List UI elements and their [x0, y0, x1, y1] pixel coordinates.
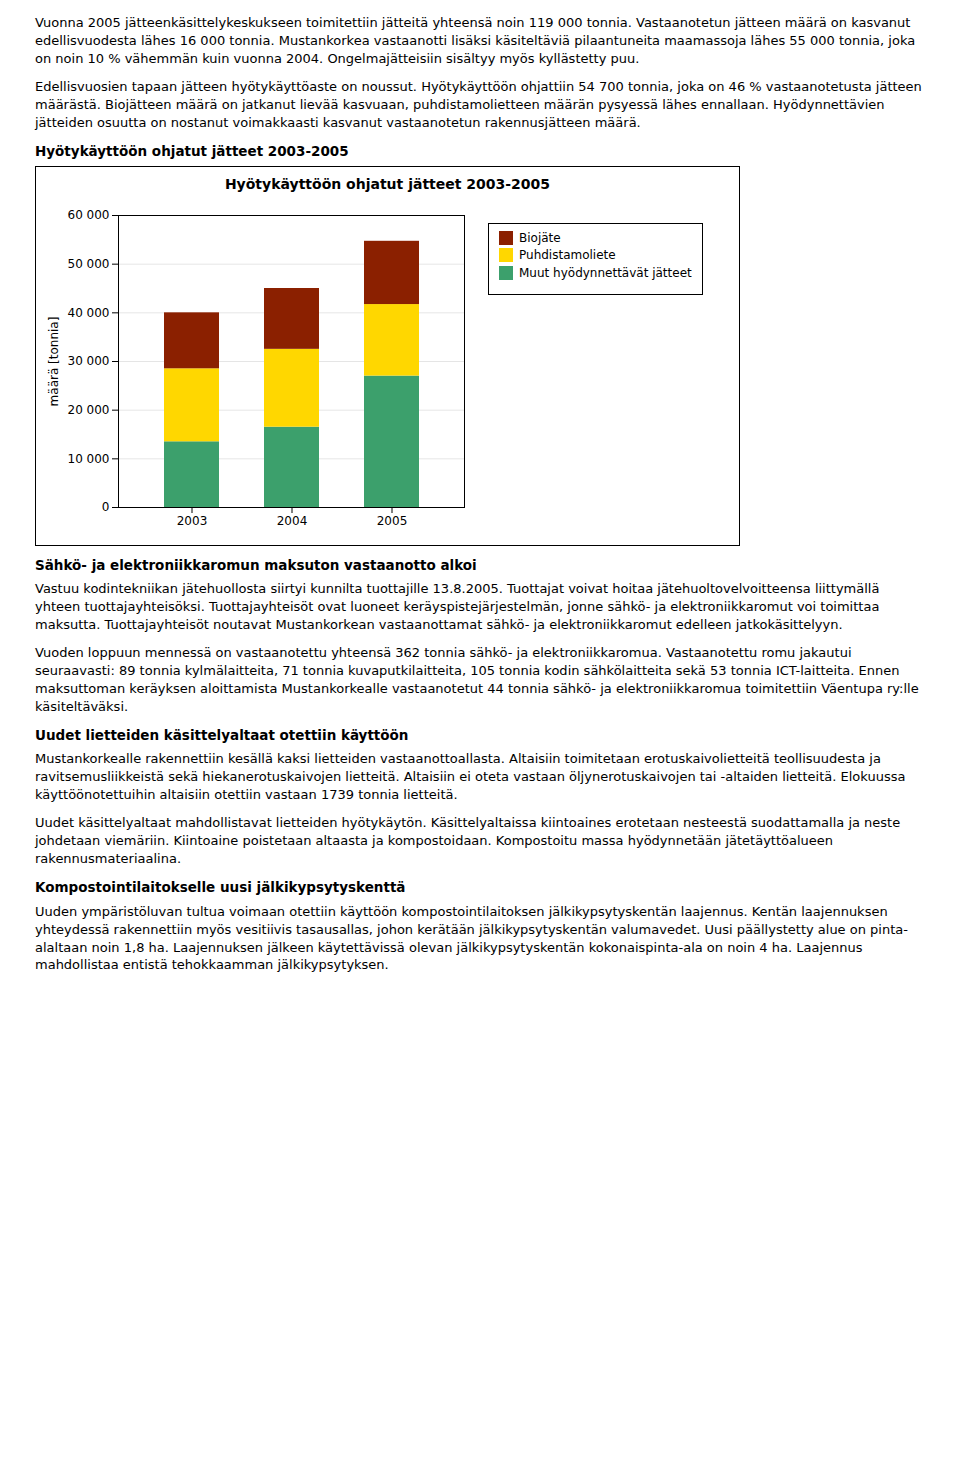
html-text:Vastuu kodintekniikan jätehuol: Vastuu kodintekniikan jätehuollosta siir… — [35, 581, 880, 633]
svg-text:2004: 2004 — [277, 514, 308, 528]
svg-text:0: 0 — [102, 500, 110, 514]
svg-text:40 000: 40 000 — [68, 305, 110, 319]
svg-text:10 000: 10 000 — [68, 451, 110, 465]
svg-text:50 000: 50 000 — [68, 257, 110, 271]
html-text:Hyötykäyttöön ohjatut jätteet: Hyötykäyttöön ohjatut jätteet 2003-2005 — [35, 142, 349, 159]
html-text:Uudet käsittelyaltaat mahdolli: Uudet käsittelyaltaat mahdollistavat lie… — [35, 815, 901, 867]
html-text:Uudet lietteiden käsittelyalta: Uudet lietteiden käsittelyaltaat otettii… — [35, 726, 409, 743]
html-text:Biojäte: Biojäte — [519, 230, 561, 245]
html-text:Uuden ympäristöluvan tultua vo: Uuden ympäristöluvan tultua voimaan otet… — [35, 903, 908, 973]
html-text:Sähkö- ja elektroniikkaromun m: Sähkö- ja elektroniikkaromun maksuton va… — [35, 556, 477, 573]
svg-text:30 000: 30 000 — [68, 354, 110, 368]
html-text:Muut hyödynnettävät jätteet: Muut hyödynnettävät jätteet — [519, 265, 692, 280]
html-text:Edellisvuosien tapaan jätteen: Edellisvuosien tapaan jätteen hyötykäytt… — [35, 78, 922, 130]
svg-text:20 000: 20 000 — [68, 403, 110, 417]
svg-text:määrä [tonnia]: määrä [tonnia] — [47, 316, 61, 406]
svg-text:60 000: 60 000 — [68, 208, 110, 222]
html-text:Puhdistamoliete: Puhdistamoliete — [519, 248, 616, 263]
html-text:Kompostointilaitokselle uusi j: Kompostointilaitokselle uusi jälkikypsyt… — [35, 879, 406, 895]
html-text:Mustankorkealle rakennettiin k: Mustankorkealle rakennettiin kesällä kak… — [35, 751, 906, 803]
html-text:Hyötykäyttöön ohjatut jätteet: Hyötykäyttöön ohjatut jätteet 2003-2005 — [224, 176, 551, 193]
html-text:Vuonna 2005 jätteenkäsittelyke: Vuonna 2005 jätteenkäsittelykeskukseen t… — [35, 15, 916, 66]
html-text:Vuoden loppuun mennessä on vas: Vuoden loppuun mennessä on vastaanotettu… — [35, 645, 919, 714]
svg-text:2005: 2005 — [377, 514, 408, 528]
svg-text:2003: 2003 — [177, 514, 208, 528]
